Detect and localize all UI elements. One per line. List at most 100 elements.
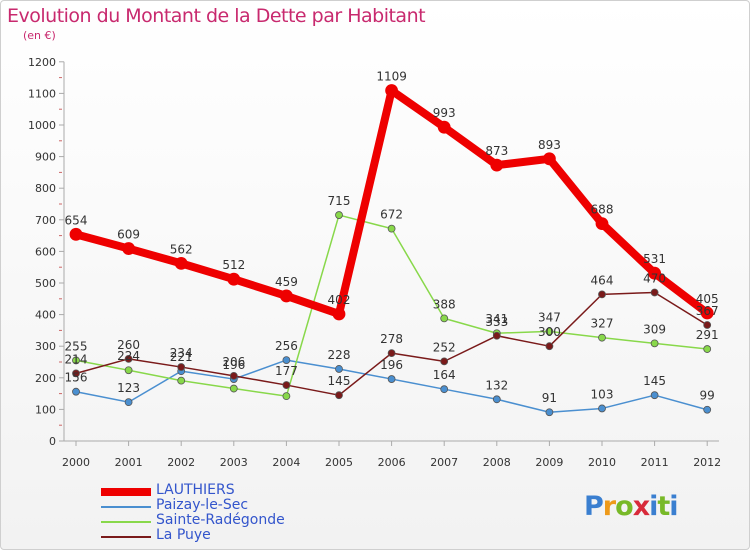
chart-subtitle: (en €): [23, 29, 56, 42]
data-point: [122, 242, 135, 255]
legend-item: LAUTHIERS: [101, 482, 361, 499]
legend-item: Sainte-Radégonde: [101, 512, 361, 529]
data-point: [229, 384, 238, 393]
data-point: [650, 288, 659, 297]
y-tick-label: 1100: [28, 87, 56, 100]
data-label: 164: [433, 368, 456, 382]
data-point: [545, 408, 554, 417]
data-label: 103: [591, 387, 614, 401]
logo-letter: x: [632, 491, 650, 522]
legend-swatch: [101, 536, 151, 538]
data-point: [279, 289, 293, 303]
y-tick-label: 100: [35, 403, 56, 416]
y-tick-label: 0: [49, 435, 56, 448]
data-label: 91: [542, 391, 557, 405]
data-point: [174, 257, 188, 270]
data-label: 145: [328, 374, 351, 388]
logo-letter: i: [649, 491, 658, 522]
data-point: [545, 327, 554, 336]
x-tick-label: 2002: [167, 456, 195, 469]
data-point: [492, 395, 501, 404]
data-point: [492, 331, 501, 340]
data-point: [387, 349, 396, 358]
data-point: [703, 405, 712, 414]
data-point: [72, 356, 80, 365]
data-point: [387, 224, 396, 233]
x-tick-label: 2003: [220, 456, 248, 469]
data-point: [282, 356, 291, 365]
data-label: 196: [222, 358, 245, 372]
x-tick-label: 2010: [588, 456, 616, 469]
y-tick-label: 600: [35, 245, 56, 258]
data-point: [335, 211, 343, 219]
x-tick-label: 2012: [693, 456, 721, 469]
data-point: [598, 333, 606, 342]
data-label: 715: [328, 194, 351, 208]
logo-letter: i: [669, 491, 678, 522]
y-tick-label: 200: [35, 372, 56, 385]
proxiti-logo: Proxiti: [584, 491, 679, 522]
data-point: [703, 345, 712, 353]
data-point: [282, 392, 291, 401]
data-label: 99: [700, 389, 715, 403]
data-label: 470: [643, 271, 666, 285]
x-tick-label: 2000: [62, 456, 90, 469]
logo-letter: o: [615, 491, 634, 522]
data-label: 214: [65, 352, 88, 366]
data-point: [124, 366, 133, 375]
data-point: [440, 357, 449, 366]
y-tick-label: 900: [35, 151, 56, 164]
legend-label: LAUTHIERS: [156, 482, 235, 498]
data-point: [335, 391, 343, 400]
data-point: [595, 217, 609, 230]
data-point: [124, 354, 133, 363]
data-label: 156: [65, 371, 88, 385]
data-label: 145: [643, 374, 666, 388]
data-point: [545, 342, 554, 351]
data-label: 255: [65, 339, 88, 353]
legend-label: Sainte-Radégonde: [156, 512, 285, 528]
data-label: 347: [538, 310, 561, 324]
data-point: [700, 306, 714, 320]
chart-title: Evolution du Montant de la Dette par Hab…: [7, 5, 426, 27]
legend-swatch: [101, 521, 151, 523]
x-tick-label: 2006: [378, 456, 406, 469]
x-tick-label: 2005: [325, 456, 353, 469]
data-label: 132: [485, 378, 508, 392]
data-label: 177: [275, 364, 298, 378]
data-label: 388: [433, 297, 456, 311]
data-point: [650, 339, 659, 348]
x-tick-label: 2001: [115, 456, 143, 469]
data-label: 327: [591, 317, 614, 331]
data-label: 206: [222, 355, 245, 369]
x-tick-label: 2008: [483, 456, 511, 469]
data-point: [703, 321, 712, 329]
data-point: [543, 152, 556, 166]
logo-letter: P: [584, 491, 604, 522]
data-label: 367: [696, 304, 719, 318]
y-tick-label: 500: [35, 277, 56, 290]
data-label: 609: [117, 228, 140, 242]
data-label: 234: [170, 346, 193, 360]
data-label: 252: [433, 340, 456, 354]
data-label: 459: [275, 275, 298, 289]
data-label: 260: [117, 338, 140, 352]
legend-label: La Puye: [156, 527, 211, 543]
x-tick-label: 2009: [535, 456, 563, 469]
data-point: [177, 363, 186, 371]
data-label: 196: [380, 358, 403, 372]
legend-swatch: [101, 506, 151, 508]
data-label: 654: [65, 213, 88, 227]
data-label: 512: [222, 258, 245, 272]
data-point: [598, 404, 606, 413]
data-point: [227, 272, 241, 286]
data-point: [648, 266, 661, 280]
data-label: 341: [485, 312, 508, 326]
legend-item: Paizay-le-Sec: [101, 497, 361, 514]
data-label: 562: [170, 242, 193, 256]
data-point: [69, 227, 83, 241]
y-tick-label: 1200: [28, 56, 56, 69]
data-point: [72, 387, 80, 396]
data-label: 291: [696, 328, 719, 342]
